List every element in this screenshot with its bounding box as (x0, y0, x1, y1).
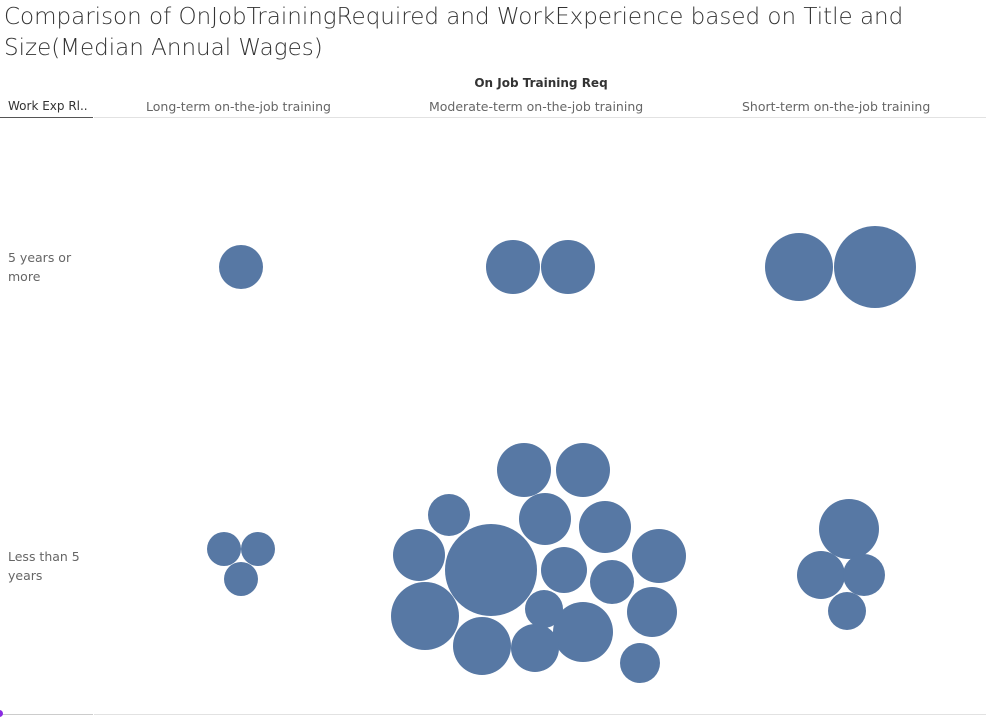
bubble[interactable] (219, 245, 263, 289)
bubble[interactable] (843, 554, 885, 596)
bubble[interactable] (541, 547, 587, 593)
column-header-short-term[interactable]: Short-term on-the-job training (742, 99, 931, 114)
bubble[interactable] (486, 240, 540, 294)
row-header-underline (0, 117, 93, 118)
chart-title: Comparison of OnJobTrainingRequired and … (4, 4, 904, 61)
bubble[interactable] (511, 624, 559, 672)
bubble[interactable] (590, 560, 634, 604)
bubble[interactable] (828, 592, 866, 630)
bubble[interactable] (819, 499, 879, 559)
bubble[interactable] (453, 617, 511, 675)
bubble[interactable] (579, 501, 631, 553)
column-header-long-term[interactable]: Long-term on-the-job training (146, 99, 331, 114)
column-group-header: On Job Training Req (474, 76, 608, 90)
row-header-bottom-border (0, 714, 93, 715)
row-header-less-than-5-years[interactable]: Less than 5 years (8, 549, 80, 583)
row-header-5-years-or-more[interactable]: 5 years or more (8, 250, 72, 284)
header-divider (94, 117, 986, 118)
bubble[interactable] (391, 582, 459, 650)
bubble[interactable] (525, 590, 563, 628)
bubble[interactable] (834, 226, 916, 308)
bubble[interactable] (428, 494, 470, 536)
bubble[interactable] (207, 532, 241, 566)
bubble[interactable] (393, 529, 445, 581)
bubble[interactable] (627, 587, 677, 637)
bubble[interactable] (541, 240, 595, 294)
bubble[interactable] (797, 551, 845, 599)
selection-indicator (0, 710, 3, 717)
row-header-label[interactable]: Work Exp Rl.. (8, 99, 88, 113)
bubble[interactable] (620, 643, 660, 683)
bubble[interactable] (632, 529, 686, 583)
bubble[interactable] (224, 562, 258, 596)
column-header-moderate-term[interactable]: Moderate-term on-the-job training (429, 99, 644, 114)
bubble-marks (207, 226, 916, 683)
bubble[interactable] (765, 233, 833, 301)
bottom-divider (94, 714, 986, 715)
bubble[interactable] (553, 602, 613, 662)
bubble[interactable] (497, 443, 551, 497)
bubble[interactable] (241, 532, 275, 566)
bubble[interactable] (445, 524, 537, 616)
bubble[interactable] (556, 443, 610, 497)
bubble[interactable] (519, 493, 571, 545)
